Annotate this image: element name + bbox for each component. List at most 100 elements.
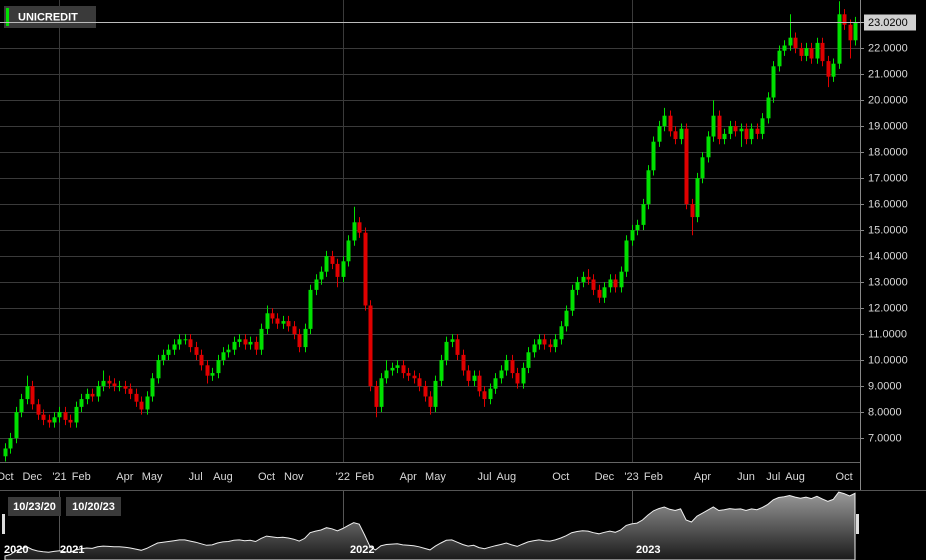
candle-body [357, 222, 362, 233]
x-tick-label: Oct [836, 471, 853, 483]
candle-body [504, 360, 509, 371]
candle-body [117, 386, 122, 388]
candle-body [52, 417, 57, 423]
plot [3, 1, 858, 462]
y-tick-label: 22.0000 [868, 42, 908, 54]
navigator-handle-left[interactable] [2, 514, 5, 534]
candle-body [303, 328, 308, 348]
candle-body [815, 42, 820, 59]
x-tick-label: Aug [213, 471, 233, 483]
grid [0, 0, 860, 462]
candle-body [417, 378, 422, 387]
candle-body [19, 399, 24, 413]
candle-body [613, 279, 618, 288]
y-tick-label: 15.0000 [868, 224, 908, 236]
candle-body [439, 360, 444, 381]
candle-body [123, 386, 128, 389]
candle-body [820, 42, 825, 62]
candle-body [237, 339, 242, 342]
candle-body [286, 321, 291, 327]
x-tick-label: Oct [552, 471, 569, 483]
candle-body [668, 115, 673, 132]
candle-body [537, 339, 542, 345]
candle-body [25, 386, 30, 400]
candle-body [728, 126, 733, 134]
candle-body [488, 388, 493, 400]
candle-body [706, 136, 711, 158]
navigator-year: 2021 [60, 544, 84, 556]
candle-body [384, 370, 389, 379]
candle-body [630, 230, 635, 241]
candle-body [837, 14, 842, 64]
candle-body [265, 313, 270, 329]
candle-body [684, 128, 689, 205]
candle-body [608, 279, 613, 288]
candle-body [341, 261, 346, 277]
x-tick-label: '22 [336, 471, 350, 483]
candle-body [564, 310, 569, 327]
last-price-label: 23.0200 [868, 17, 908, 29]
candle-body [515, 373, 520, 384]
candle-body [183, 339, 188, 341]
x-tick-label: Nov [284, 471, 304, 483]
candle-body [641, 204, 646, 225]
navigator-handle-right[interactable] [856, 514, 859, 534]
candle-body [221, 352, 226, 361]
candle-body [842, 14, 847, 25]
x-tick-label: Aug [785, 471, 805, 483]
candle-body [90, 393, 95, 397]
candle-body [297, 334, 302, 348]
candle-body [428, 396, 433, 407]
candle-body [128, 388, 133, 394]
candle-body [793, 37, 798, 49]
candle-body [363, 232, 368, 306]
candle-body [521, 367, 526, 384]
x-tick-label: Jul [766, 471, 780, 483]
candle-body [553, 339, 558, 348]
candle-body [548, 344, 553, 348]
candle-body [390, 367, 395, 371]
legend-label: UNICREDIT [18, 11, 78, 23]
candle-body [831, 63, 836, 77]
candle-body [619, 271, 624, 288]
x-tick-label: Feb [644, 471, 663, 483]
candle-body [586, 276, 591, 280]
candle-body [711, 115, 716, 137]
y-tick-label: 17.0000 [868, 172, 908, 184]
candle-body [259, 328, 264, 350]
x-tick-label: Feb [72, 471, 91, 483]
candle-body [314, 279, 319, 290]
candle-body [139, 401, 144, 410]
candle-body [177, 339, 182, 345]
candle-body [395, 365, 400, 368]
candle-body [57, 412, 62, 418]
candle-body [624, 240, 629, 272]
candle-body [166, 349, 171, 355]
candle-body [493, 378, 498, 389]
y-tick-label: 13.0000 [868, 276, 908, 288]
candle-body [575, 282, 580, 290]
candle-body [68, 419, 73, 423]
candle-body [722, 133, 727, 140]
y-tick-label: 20.0000 [868, 94, 908, 106]
candle-body [755, 128, 760, 134]
candle-body [733, 126, 738, 132]
candle-body [826, 61, 831, 77]
navigator-year: 2022 [350, 544, 374, 556]
candle-body [36, 404, 41, 415]
candle-body [771, 66, 776, 98]
candle-body [690, 204, 695, 218]
candle-body [199, 354, 204, 366]
candle-body [335, 263, 340, 277]
x-tick-label: '23 [624, 471, 638, 483]
y-tick-label: 10.0000 [868, 354, 908, 366]
candle-body [41, 414, 46, 420]
candle-body [461, 354, 466, 371]
range-end-box [66, 497, 121, 516]
candle-body [695, 178, 700, 218]
y-tick-label: 8.0000 [868, 406, 902, 418]
candle-body [14, 412, 19, 439]
candle-body [243, 339, 248, 345]
candle-body [346, 240, 351, 262]
candle-body [499, 370, 504, 379]
